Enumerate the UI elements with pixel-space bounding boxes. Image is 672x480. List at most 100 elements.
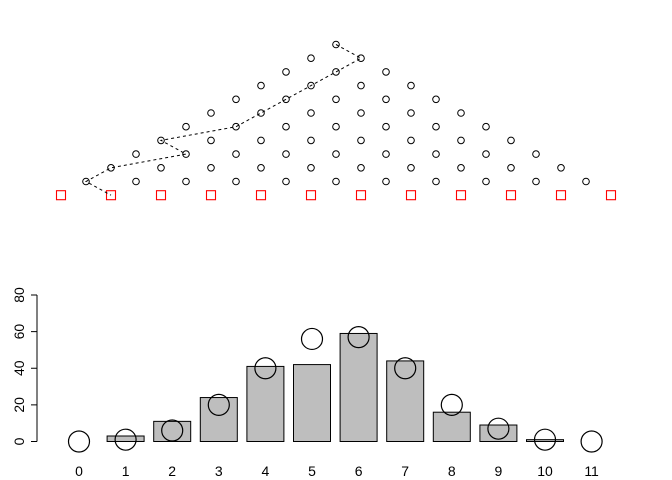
bin-square bbox=[255, 190, 267, 201]
peg bbox=[432, 150, 440, 158]
peg bbox=[257, 109, 265, 117]
bar-6 bbox=[339, 332, 378, 442]
bin-square bbox=[305, 190, 317, 201]
peg bbox=[332, 150, 340, 158]
galton-board bbox=[55, 40, 617, 201]
peg bbox=[207, 109, 215, 117]
bar-3 bbox=[199, 397, 238, 442]
peg bbox=[207, 136, 215, 145]
peg bbox=[307, 136, 315, 145]
peg bbox=[307, 109, 315, 117]
expected-circle-1 bbox=[114, 428, 137, 451]
peg bbox=[232, 177, 240, 186]
bin-square bbox=[55, 190, 67, 201]
peg bbox=[357, 81, 365, 90]
peg bbox=[232, 150, 240, 158]
peg bbox=[282, 68, 290, 76]
y-tick-label: 80 bbox=[11, 287, 27, 303]
peg bbox=[582, 177, 590, 186]
peg bbox=[332, 95, 340, 104]
peg bbox=[332, 122, 340, 131]
x-tick-label: 1 bbox=[122, 463, 130, 479]
x-tick-label: 10 bbox=[537, 463, 553, 479]
peg bbox=[382, 95, 390, 104]
peg bbox=[457, 136, 465, 145]
peg bbox=[482, 122, 490, 131]
bar-1 bbox=[106, 435, 145, 443]
bin-square bbox=[555, 190, 567, 201]
peg bbox=[482, 150, 490, 158]
peg bbox=[182, 150, 190, 158]
peg bbox=[307, 54, 315, 63]
peg bbox=[357, 109, 365, 117]
peg bbox=[357, 164, 365, 172]
x-tick-label: 11 bbox=[584, 463, 599, 479]
expected-circle-10 bbox=[533, 428, 557, 451]
x-tick-label: 5 bbox=[308, 463, 316, 479]
x-tick-label: 6 bbox=[355, 463, 363, 479]
peg bbox=[532, 150, 540, 158]
peg bbox=[207, 164, 215, 172]
peg bbox=[107, 164, 115, 172]
peg bbox=[482, 177, 490, 186]
peg bbox=[407, 81, 415, 90]
peg bbox=[432, 95, 440, 104]
peg bbox=[182, 177, 190, 186]
bin-square bbox=[455, 190, 467, 201]
peg bbox=[132, 150, 140, 158]
bar-4 bbox=[246, 365, 285, 443]
peg bbox=[507, 136, 515, 145]
peg bbox=[557, 164, 565, 172]
peg bbox=[307, 164, 315, 172]
peg bbox=[157, 164, 165, 172]
x-tick-label: 7 bbox=[401, 463, 409, 479]
bin-square bbox=[355, 190, 367, 201]
bin-square bbox=[155, 190, 167, 201]
peg bbox=[457, 109, 465, 117]
x-tick-label: 3 bbox=[215, 463, 223, 479]
y-tick-label: 20 bbox=[11, 397, 27, 413]
peg bbox=[282, 177, 290, 186]
peg bbox=[82, 177, 90, 186]
y-axis: 0 20 40 60 80 bbox=[11, 287, 38, 445]
expected-circle-0 bbox=[67, 430, 91, 453]
peg bbox=[232, 122, 240, 131]
expected-circle-4 bbox=[254, 357, 277, 380]
expected-circle-5 bbox=[300, 327, 324, 351]
peg bbox=[257, 164, 265, 172]
bars bbox=[106, 332, 564, 443]
peg bbox=[432, 177, 440, 186]
bar-8 bbox=[432, 411, 471, 443]
peg bbox=[182, 122, 190, 131]
expected-circle-7 bbox=[394, 357, 417, 380]
peg bbox=[257, 136, 265, 145]
peg bbox=[332, 68, 340, 76]
bar-5 bbox=[293, 364, 331, 442]
peg bbox=[282, 95, 290, 104]
peg bbox=[357, 136, 365, 145]
expected-circle-3 bbox=[207, 393, 230, 416]
x-tick-label: 2 bbox=[168, 463, 176, 479]
x-tick-label: 8 bbox=[448, 463, 456, 479]
bin-square bbox=[605, 190, 617, 201]
bin-square bbox=[105, 190, 117, 201]
x-tick-label: 9 bbox=[495, 463, 503, 479]
peg bbox=[407, 109, 415, 117]
bar-chart: 0 20 40 60 80 0 1 2 3 4 5 6 7 8 9 10 11 bbox=[11, 287, 603, 479]
peg bbox=[382, 122, 390, 131]
y-tick-label: 60 bbox=[11, 324, 27, 340]
peg bbox=[232, 95, 240, 104]
ball-path bbox=[84, 44, 363, 196]
peg bbox=[532, 177, 540, 186]
peg bbox=[332, 177, 340, 186]
peg bbox=[332, 40, 340, 49]
y-tick-label: 40 bbox=[11, 360, 27, 376]
expected-circle-8 bbox=[440, 393, 463, 416]
peg bbox=[382, 150, 390, 158]
bar-10 bbox=[526, 439, 564, 443]
peg bbox=[382, 177, 390, 186]
expected-circle-2 bbox=[161, 419, 184, 442]
peg bbox=[382, 68, 390, 76]
x-tick-label: 4 bbox=[262, 463, 270, 479]
